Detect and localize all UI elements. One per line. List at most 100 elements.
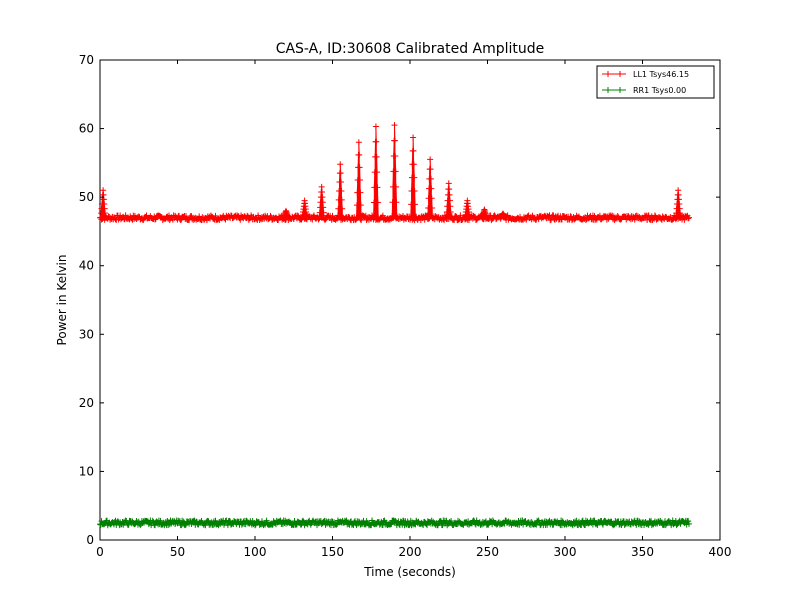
data-point-marker	[374, 169, 381, 176]
legend-box	[596, 65, 715, 99]
data-point-marker	[446, 191, 453, 198]
data-point-marker	[224, 522, 231, 529]
data-point-marker	[212, 212, 219, 219]
data-point-marker	[357, 189, 364, 196]
data-point-marker	[599, 521, 606, 528]
data-point-marker	[320, 204, 327, 211]
data-point-marker	[427, 175, 434, 182]
data-point-marker	[428, 185, 435, 192]
x-axis-label: Time (seconds)	[363, 565, 456, 579]
y-tick-label: 50	[79, 190, 94, 204]
data-point-marker	[337, 161, 344, 168]
data-point-marker	[685, 215, 692, 222]
data-point-marker	[446, 197, 453, 204]
x-tick-label: 150	[321, 545, 344, 559]
data-point-marker	[356, 164, 363, 171]
data-point-marker	[329, 212, 336, 219]
data-point-marker	[337, 170, 344, 177]
y-tick-label: 40	[79, 259, 94, 273]
data-point-marker	[339, 205, 346, 212]
y-tick-label: 10	[79, 464, 94, 478]
data-point-marker	[373, 153, 380, 160]
data-point-marker	[196, 213, 203, 220]
data-point-marker	[388, 520, 395, 527]
data-point-marker	[457, 212, 464, 219]
data-point-marker	[212, 517, 219, 524]
chart-title: CAS-A, ID:30608 Calibrated Amplitude	[276, 41, 545, 57]
data-point-marker	[357, 202, 364, 209]
x-tick-label: 400	[709, 545, 732, 559]
data-point-marker	[152, 216, 159, 223]
data-point-marker	[427, 156, 434, 163]
data-point-marker	[491, 212, 498, 219]
data-point-marker	[357, 177, 364, 183]
axes-frame	[99, 59, 721, 541]
data-point-marker	[392, 168, 399, 175]
legend-entry-1: LL1 Tsys46.15	[602, 70, 689, 79]
y-axis-label: Power in Kelvin	[55, 255, 69, 346]
data-point-marker	[157, 517, 164, 524]
data-point-marker	[645, 212, 652, 219]
y-tick-label: 20	[79, 396, 94, 410]
data-point-marker	[427, 166, 434, 173]
y-tick-label: 0	[86, 533, 94, 547]
data-point-marker	[320, 209, 327, 216]
data-point-marker	[446, 186, 453, 193]
data-point-marker	[412, 201, 419, 208]
data-point-marker	[149, 517, 156, 524]
data-point-marker	[374, 199, 381, 206]
x-tick-label: 200	[399, 545, 422, 559]
data-point-marker	[374, 184, 381, 191]
x-tick-label: 50	[170, 545, 185, 559]
data-point-marker	[447, 203, 454, 210]
data-point-marker	[445, 180, 452, 187]
data-point-marker	[421, 216, 428, 223]
data-point-marker	[686, 520, 692, 527]
data-point-marker	[319, 189, 326, 195]
data-point-marker	[338, 196, 345, 203]
data-point-marker	[318, 183, 325, 190]
legend-label-2: RR1 Tsys0.00	[633, 86, 686, 95]
series-layer	[97, 122, 692, 529]
data-point-marker	[686, 214, 692, 221]
data-point-marker	[393, 183, 400, 190]
data-point-marker	[372, 123, 379, 130]
data-point-marker	[356, 151, 363, 158]
x-tick-label: 250	[476, 545, 499, 559]
data-point-marker	[355, 139, 362, 146]
data-point-marker	[176, 212, 183, 219]
data-point-marker	[319, 199, 326, 206]
data-point-marker	[410, 147, 417, 154]
data-point-marker	[411, 187, 418, 194]
data-point-marker	[177, 216, 184, 223]
data-point-marker	[291, 518, 298, 525]
legend: LL1 Tsys46.15 RR1 Tsys0.00	[596, 65, 715, 99]
data-point-marker	[651, 212, 658, 219]
x-tick-label: 0	[96, 545, 104, 559]
data-point-marker	[685, 518, 692, 525]
y-tick-label: 60	[79, 122, 94, 136]
data-point-marker	[410, 134, 417, 141]
x-tick-label: 100	[244, 545, 267, 559]
data-point-marker	[411, 174, 418, 181]
data-point-marker	[338, 187, 345, 194]
x-tick-label: 300	[554, 545, 577, 559]
data-point-marker	[558, 216, 565, 223]
data-point-marker	[182, 522, 189, 529]
data-point-marker	[392, 153, 399, 159]
data-point-marker	[338, 179, 345, 186]
data-point-marker	[391, 122, 398, 129]
data-point-marker	[523, 216, 530, 223]
data-point-marker	[319, 194, 326, 201]
legend-marker-2	[605, 87, 623, 93]
data-point-marker	[448, 518, 455, 525]
data-point-marker	[152, 522, 159, 529]
data-point-marker	[373, 138, 380, 145]
data-point-marker	[452, 212, 459, 219]
ticks-layer: 0 50 100 150 200 250 300 350 400 0 10 20 30 40 50 60 70	[79, 53, 732, 559]
data-point-marker	[263, 517, 270, 524]
y-tick-label: 70	[79, 53, 94, 67]
legend-label-1: LL1 Tsys46.15	[633, 70, 689, 79]
x-tick-label: 350	[631, 545, 654, 559]
data-point-marker	[428, 195, 435, 202]
